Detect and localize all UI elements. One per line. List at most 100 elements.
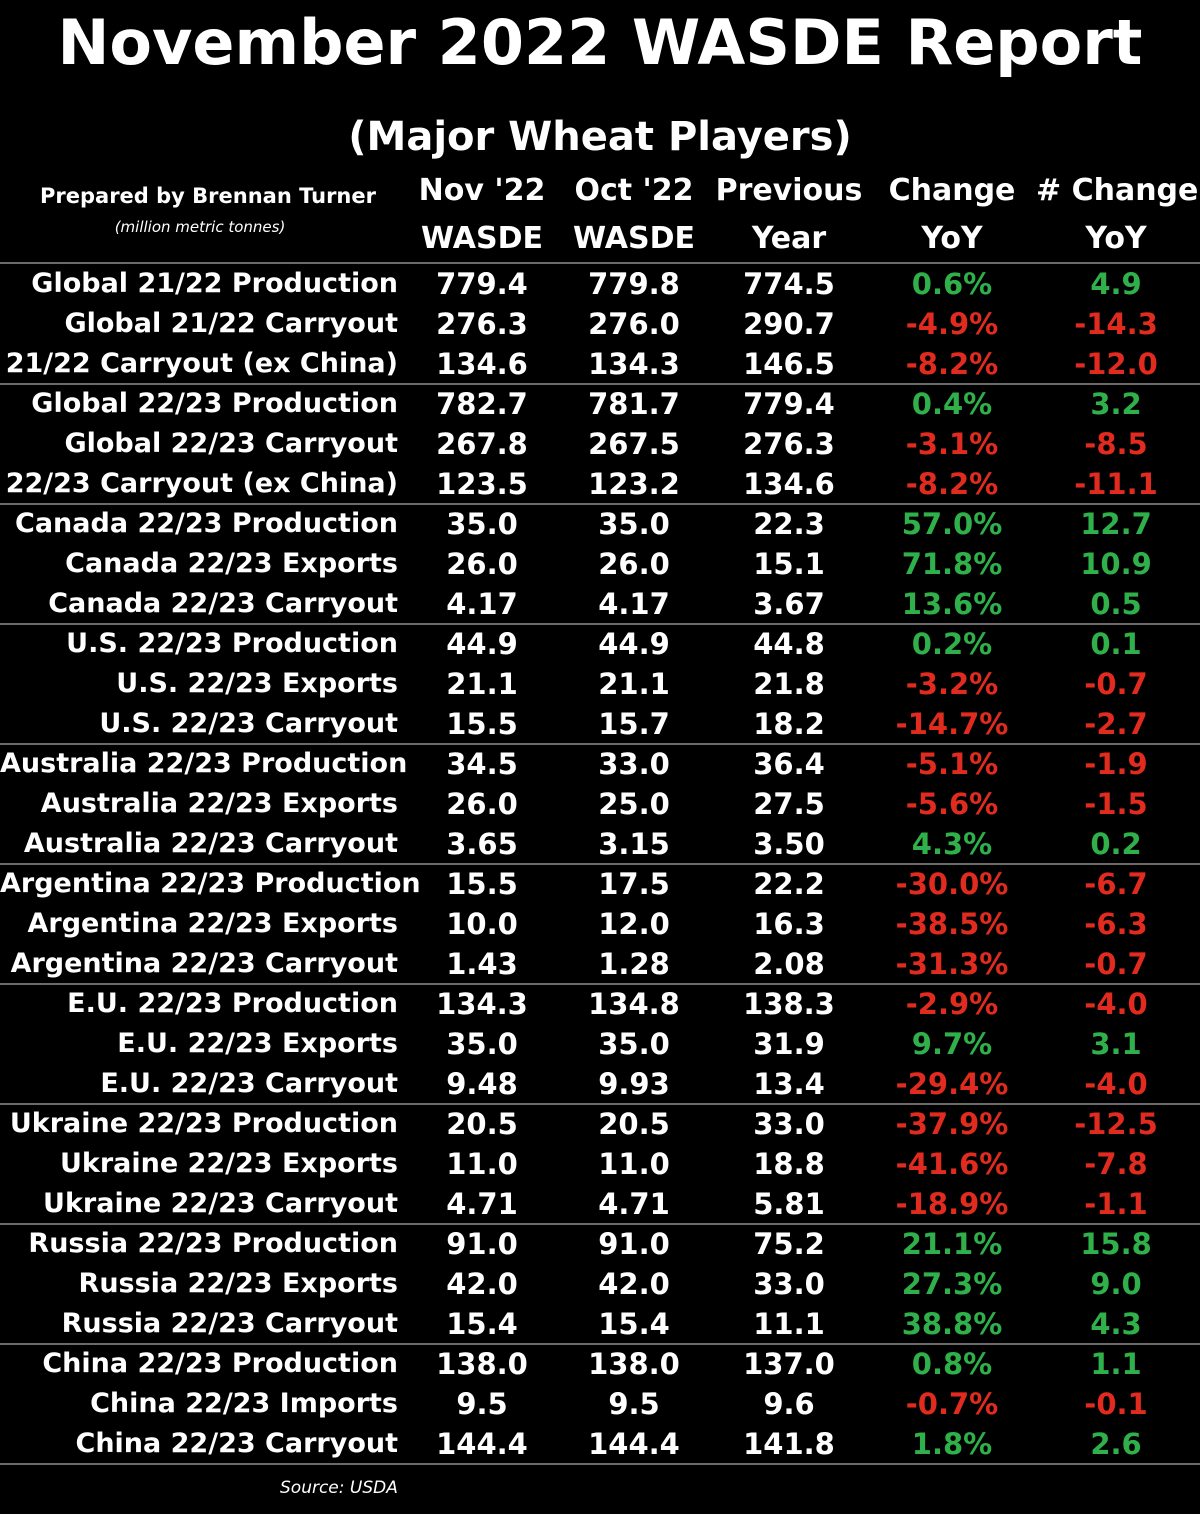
nov-cell: 35.0 bbox=[446, 507, 518, 541]
table-row: E.U. 22/23 Production 134.3 134.8 138.3 -2.9… bbox=[0, 984, 1200, 1024]
row-label: 21/22 Carryout (ex China) bbox=[5, 348, 398, 379]
row-label: U.S. 22/23 Carryout bbox=[99, 708, 398, 739]
row-label: Argentina 22/23 Exports bbox=[27, 908, 398, 939]
row-label: Global 21/22 Production bbox=[31, 268, 398, 299]
oct-cell: 35.0 bbox=[598, 507, 670, 541]
oct-cell: 779.8 bbox=[588, 267, 680, 301]
table-row: U.S. 22/23 Production 44.9 44.9 44.8 0.2% 0.1 bbox=[0, 624, 1200, 664]
pct-change-cell: 57.0% bbox=[901, 507, 1003, 541]
nov-cell: 267.8 bbox=[436, 427, 528, 461]
table-row: 21/22 Carryout (ex China) 134.6 134.3 146.5… bbox=[0, 344, 1200, 384]
nov-cell: 782.7 bbox=[436, 387, 528, 421]
col-header-pct-line2: YoY bbox=[921, 221, 983, 256]
prev-cell: 33.0 bbox=[753, 1267, 825, 1301]
oct-cell: 138.0 bbox=[588, 1347, 680, 1381]
nov-cell: 9.48 bbox=[446, 1067, 518, 1101]
col-header-nov-line2: WASDE bbox=[421, 221, 543, 256]
oct-cell: 267.5 bbox=[588, 427, 680, 461]
row-label: Russia 22/23 Exports bbox=[78, 1268, 398, 1299]
pct-change-cell: -14.7% bbox=[895, 707, 1009, 741]
table-row: Canada 22/23 Carryout 4.17 4.17 3.67 13.6% 0.… bbox=[0, 584, 1200, 624]
prev-cell: 36.4 bbox=[753, 747, 825, 781]
num-change-cell: 15.8 bbox=[1080, 1227, 1152, 1261]
row-label: Ukraine 22/23 Exports bbox=[59, 1148, 398, 1179]
table-row: E.U. 22/23 Carryout 9.48 9.93 13.4 -29.4% -4.… bbox=[0, 1064, 1200, 1104]
row-group-divider bbox=[0, 983, 1200, 985]
nov-cell: 123.5 bbox=[436, 467, 528, 501]
row-label: Global 22/23 Production bbox=[31, 388, 398, 419]
col-header-nov: Nov '22 WASDE bbox=[412, 174, 552, 260]
oct-cell: 1.28 bbox=[598, 947, 670, 981]
oct-cell: 15.4 bbox=[598, 1307, 670, 1341]
col-header-chg-line1: # Change bbox=[1036, 173, 1199, 208]
pct-change-cell: 4.3% bbox=[911, 827, 993, 861]
row-label: 22/23 Carryout (ex China) bbox=[5, 468, 398, 499]
prev-cell: 141.8 bbox=[743, 1427, 835, 1461]
pct-change-cell: -0.7% bbox=[905, 1387, 999, 1421]
prev-cell: 15.1 bbox=[753, 547, 825, 581]
table-row: Global 22/23 Production 782.7 781.7 779.4 0.… bbox=[0, 384, 1200, 424]
prev-cell: 13.4 bbox=[753, 1067, 825, 1101]
oct-cell: 15.7 bbox=[598, 707, 670, 741]
row-label: China 22/23 Production bbox=[42, 1348, 398, 1379]
row-label: Russia 22/23 Production bbox=[28, 1228, 398, 1259]
prev-cell: 16.3 bbox=[753, 907, 825, 941]
num-change-cell: 0.2 bbox=[1090, 827, 1142, 861]
nov-cell: 15.4 bbox=[446, 1307, 518, 1341]
nov-cell: 4.71 bbox=[446, 1187, 518, 1221]
source-note: Source: USDA bbox=[280, 1478, 398, 1498]
pct-change-cell: -38.5% bbox=[895, 907, 1009, 941]
nov-cell: 11.0 bbox=[446, 1147, 518, 1181]
prev-cell: 774.5 bbox=[743, 267, 835, 301]
prev-cell: 33.0 bbox=[753, 1107, 825, 1141]
row-label: China 22/23 Imports bbox=[90, 1388, 398, 1419]
num-change-cell: 3.1 bbox=[1090, 1027, 1142, 1061]
table-row: E.U. 22/23 Exports 35.0 35.0 31.9 9.7% 3.1 bbox=[0, 1024, 1200, 1064]
units-note: (million metric tonnes) bbox=[114, 218, 286, 236]
nov-cell: 35.0 bbox=[446, 1027, 518, 1061]
pct-change-cell: 38.8% bbox=[901, 1307, 1003, 1341]
nov-cell: 134.3 bbox=[436, 987, 528, 1021]
pct-change-cell: 0.6% bbox=[911, 267, 993, 301]
col-header-oct-line1: Oct '22 bbox=[574, 173, 694, 208]
prev-cell: 75.2 bbox=[753, 1227, 825, 1261]
table-row: Argentina 22/23 Production 15.5 17.5 22.2 -3… bbox=[0, 864, 1200, 904]
prepared-by: Prepared by Brennan Turner bbox=[40, 184, 376, 208]
pct-change-cell: -31.3% bbox=[895, 947, 1009, 981]
row-label: Ukraine 22/23 Carryout bbox=[43, 1188, 398, 1219]
col-header-prev-line1: Previous bbox=[715, 173, 863, 208]
oct-cell: 21.1 bbox=[598, 667, 670, 701]
pct-change-cell: -8.2% bbox=[905, 347, 999, 381]
col-header-chg: # Change YoY bbox=[1036, 173, 1199, 260]
num-change-cell: -12.5 bbox=[1074, 1107, 1158, 1141]
nov-cell: 42.0 bbox=[446, 1267, 518, 1301]
prev-cell: 5.81 bbox=[753, 1187, 825, 1221]
pct-change-cell: 9.7% bbox=[911, 1027, 993, 1061]
prev-cell: 137.0 bbox=[743, 1347, 835, 1381]
col-header-prev-line2: Year bbox=[751, 221, 827, 256]
num-change-cell: -1.9 bbox=[1084, 747, 1148, 781]
oct-cell: 9.5 bbox=[608, 1387, 660, 1421]
nov-cell: 9.5 bbox=[456, 1387, 508, 1421]
row-group-divider bbox=[0, 1103, 1200, 1105]
num-change-cell: 4.9 bbox=[1090, 267, 1142, 301]
report-title: November 2022 WASDE Report bbox=[57, 6, 1143, 79]
pct-change-cell: -8.2% bbox=[905, 467, 999, 501]
row-group-divider bbox=[0, 1343, 1200, 1345]
oct-cell: 3.15 bbox=[598, 827, 670, 861]
num-change-cell: -2.7 bbox=[1084, 707, 1148, 741]
row-label: Australia 22/23 Exports bbox=[40, 788, 398, 819]
pct-change-cell: 13.6% bbox=[901, 587, 1003, 621]
pct-change-cell: -5.6% bbox=[905, 787, 999, 821]
col-header-nov-line1: Nov '22 bbox=[418, 173, 546, 208]
row-label: Australia 22/23 Production bbox=[0, 748, 408, 779]
nov-cell: 10.0 bbox=[446, 907, 518, 941]
oct-cell: 44.9 bbox=[598, 627, 670, 661]
prev-cell: 138.3 bbox=[743, 987, 835, 1021]
row-label: Global 21/22 Carryout bbox=[64, 308, 398, 339]
pct-change-cell: -29.4% bbox=[895, 1067, 1009, 1101]
num-change-cell: 12.7 bbox=[1080, 507, 1152, 541]
nov-cell: 26.0 bbox=[446, 787, 518, 821]
pct-change-cell: -37.9% bbox=[895, 1107, 1009, 1141]
nov-cell: 138.0 bbox=[436, 1347, 528, 1381]
